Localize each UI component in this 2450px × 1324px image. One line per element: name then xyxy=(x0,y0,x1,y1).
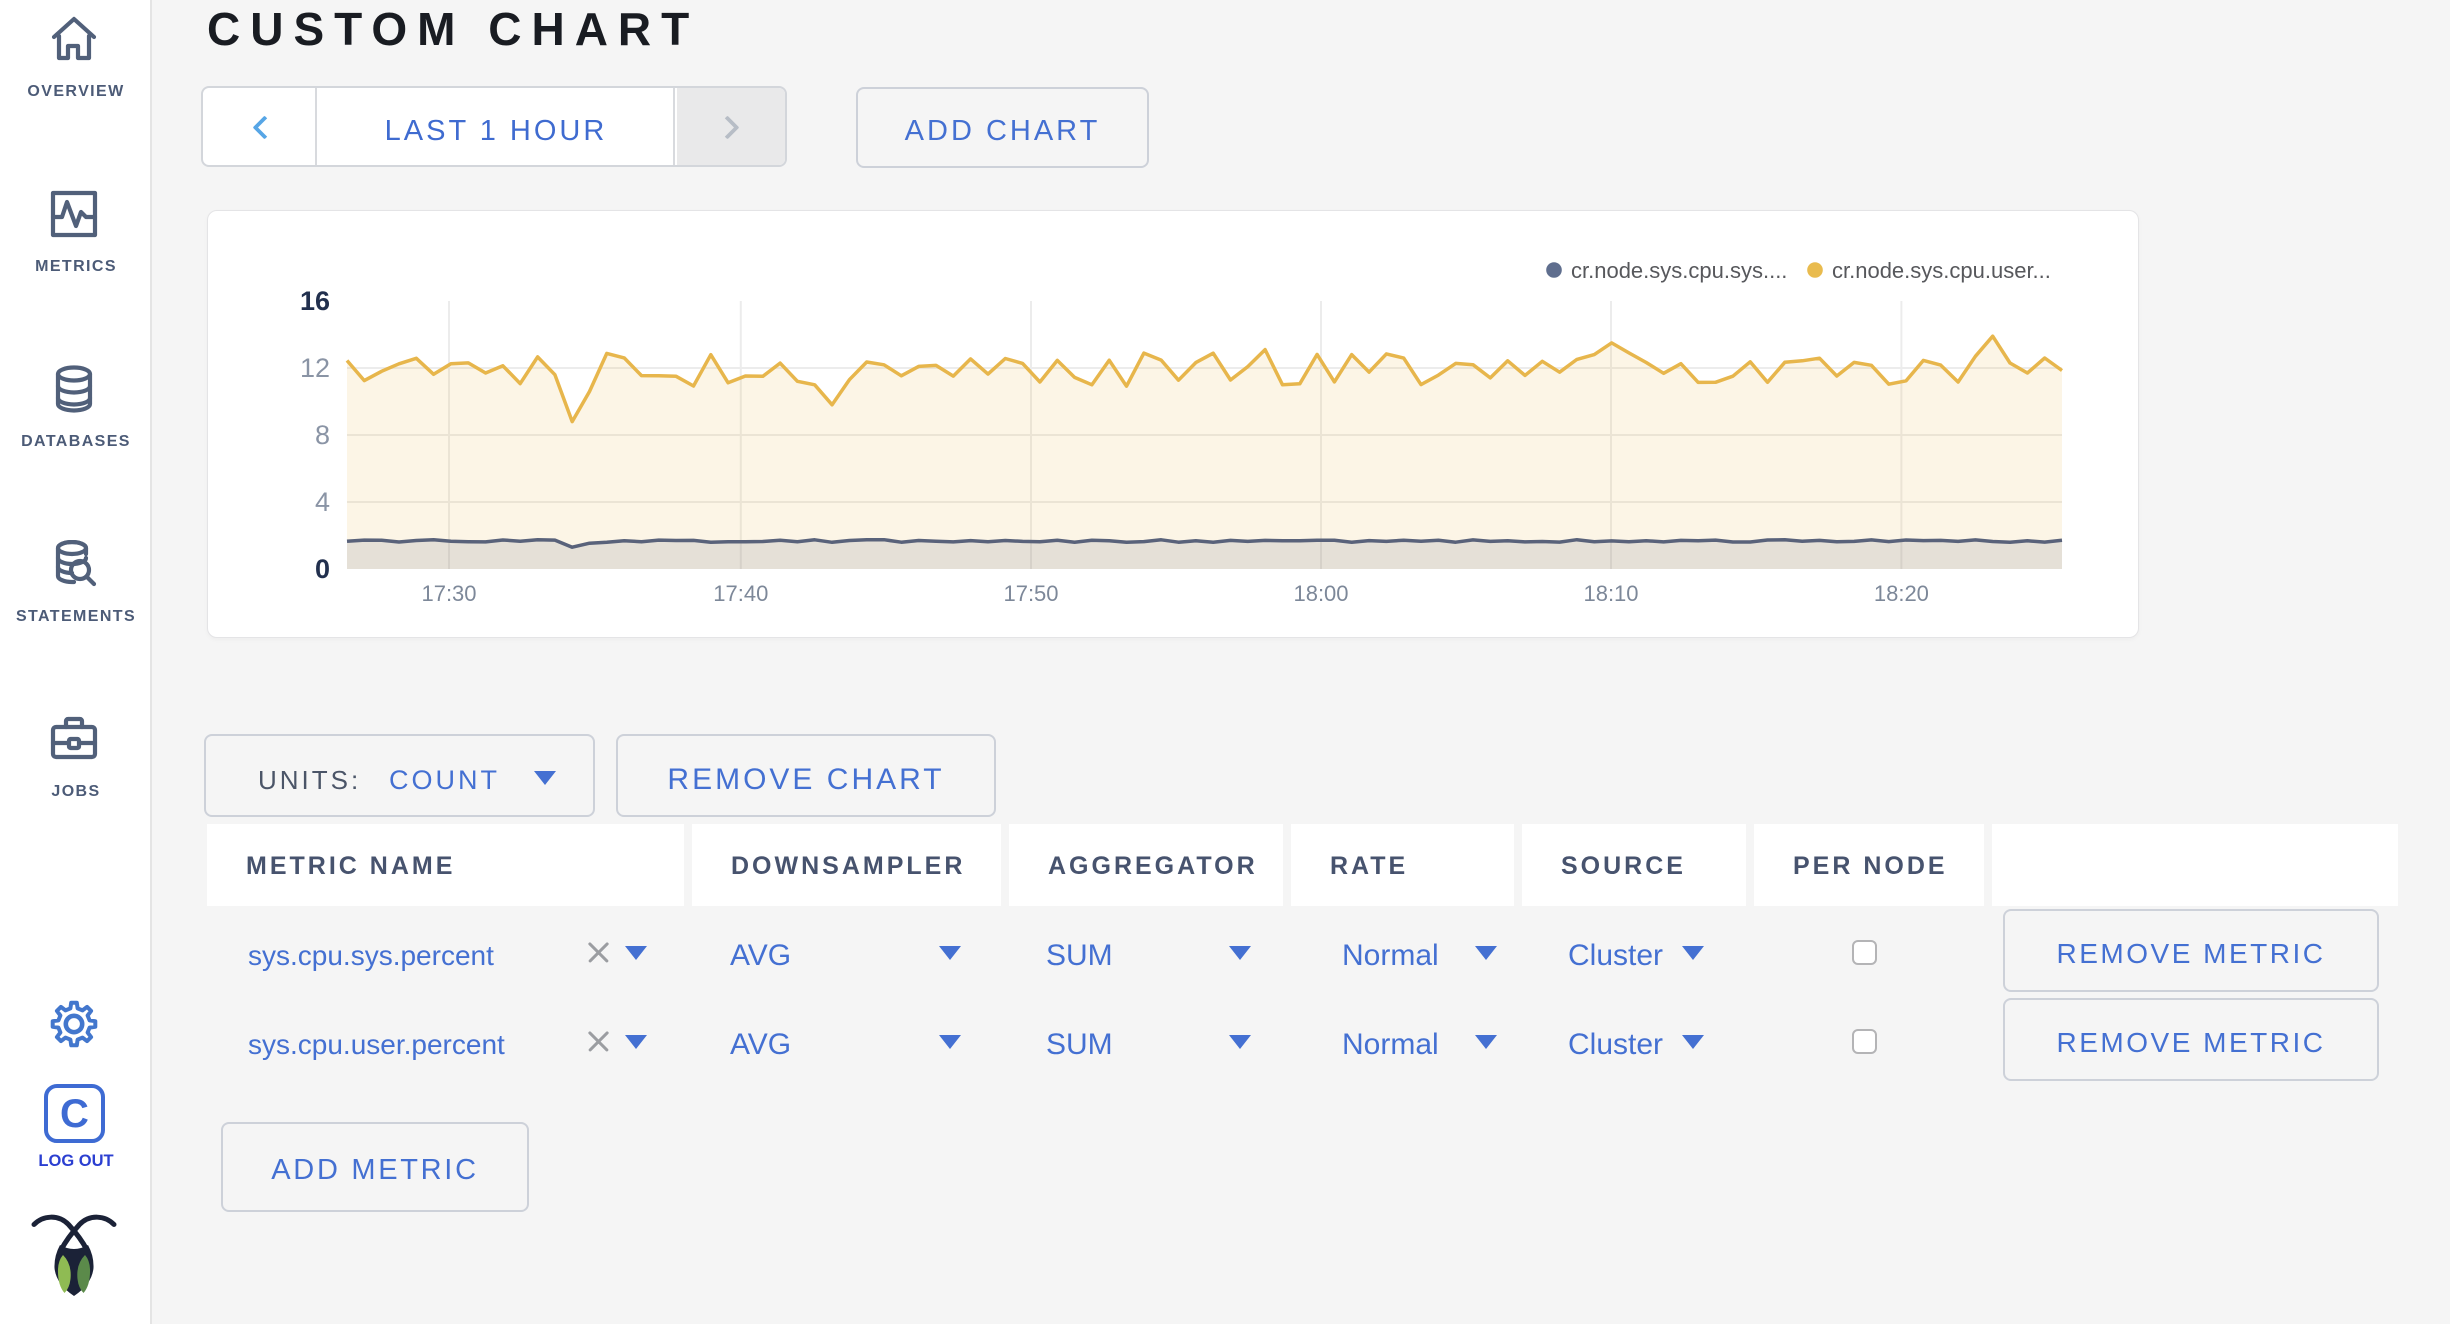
svg-text:18:20: 18:20 xyxy=(1874,581,1929,606)
svg-text:4: 4 xyxy=(315,487,330,517)
svg-text:17:50: 17:50 xyxy=(1003,581,1058,606)
svg-text:0: 0 xyxy=(315,554,330,584)
svg-text:12: 12 xyxy=(300,353,330,383)
svg-text:17:30: 17:30 xyxy=(421,581,476,606)
svg-text:cr.node.sys.cpu.user...: cr.node.sys.cpu.user... xyxy=(1832,258,2051,283)
svg-text:18:00: 18:00 xyxy=(1293,581,1348,606)
svg-text:cr.node.sys.cpu.sys....: cr.node.sys.cpu.sys.... xyxy=(1571,258,1787,283)
svg-text:18:10: 18:10 xyxy=(1583,581,1638,606)
svg-text:16: 16 xyxy=(300,286,330,316)
svg-text:8: 8 xyxy=(315,420,330,450)
svg-text:17:40: 17:40 xyxy=(713,581,768,606)
